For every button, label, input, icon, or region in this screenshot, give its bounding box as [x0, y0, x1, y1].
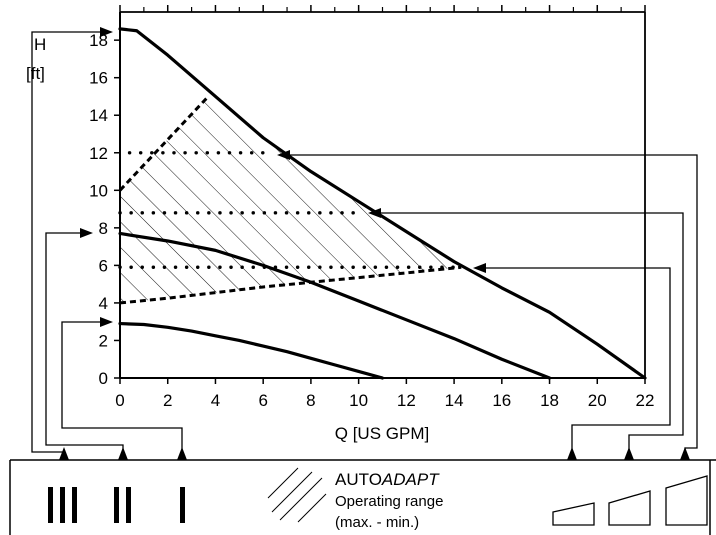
x-tick-label: 18 [540, 391, 559, 410]
y-tick-label: 14 [89, 106, 108, 125]
arrowhead-speed-iii [100, 27, 113, 37]
arrowhead-speed-ii [80, 228, 93, 238]
legend-arrow-iii [59, 447, 69, 460]
arrowhead-level-2 [368, 208, 381, 218]
legend-arrow-level-2 [624, 447, 634, 460]
y-tick-label: 18 [89, 31, 108, 50]
y-tick-label: 12 [89, 144, 108, 163]
legend-arrow-ii [118, 447, 128, 460]
connector-speed-i [61, 321, 183, 460]
legend-panel: AUTOADAPT Operating range (max. - min.) [9, 447, 716, 535]
y-tick-label: 8 [99, 219, 108, 238]
x-axis-title: Q [US GPM] [335, 424, 429, 443]
operating-range-label: Operating range [335, 493, 443, 510]
x-tick-label: 8 [306, 391, 315, 410]
x-tick-label: 2 [163, 391, 172, 410]
legend-arrow-level-3 [680, 447, 690, 460]
arrowhead-speed-i [100, 317, 113, 327]
y-axis-title-unit: [ft] [26, 64, 45, 83]
connector-speed-ii [45, 232, 124, 460]
operating-range-hatch [120, 96, 462, 303]
series-i [118, 321, 385, 380]
connector-level-1 [486, 267, 671, 460]
pressure-level-2-icon [608, 490, 651, 526]
speed-i-symbol [180, 487, 185, 523]
y-tick-label: 0 [99, 369, 108, 388]
max-min-label: (max. - min.) [335, 514, 419, 531]
x-tick-label: 12 [397, 391, 416, 410]
x-tick-label: 10 [349, 391, 368, 410]
connector-level-2 [381, 212, 684, 460]
y-tick-label: 10 [89, 181, 108, 200]
legend-arrow-level-1 [567, 447, 577, 460]
autoadapt-hatch-swatch [267, 467, 327, 523]
autoadapt-label: AUTOADAPT [335, 470, 440, 489]
x-tick-label: 22 [636, 391, 655, 410]
pump-curves [118, 27, 647, 380]
speed-ii-symbol [114, 487, 131, 523]
arrowhead-level-3 [277, 150, 290, 160]
pressure-level-3-icon [665, 475, 708, 526]
arrowhead-level-1 [473, 263, 486, 273]
x-tick-label: 14 [445, 391, 464, 410]
y-axis: 0 2 4 6 8 10 12 14 16 18 [89, 31, 120, 388]
x-axis: 0 2 4 6 8 10 12 14 16 18 20 22 [115, 378, 654, 410]
x-tick-label: 6 [258, 391, 267, 410]
legend-arrow-i [177, 447, 187, 460]
speed-iii-symbol [48, 487, 77, 523]
top-axis-ticks [119, 5, 646, 12]
y-axis-title-h: H [34, 35, 46, 54]
series-ii [118, 231, 552, 380]
series-iii [118, 27, 647, 380]
y-tick-label: 4 [99, 294, 108, 313]
x-tick-label: 16 [492, 391, 511, 410]
series-proportional-pressure-min [119, 265, 462, 305]
series-proportional-pressure-max [118, 95, 210, 192]
y-tick-label: 16 [89, 69, 108, 88]
x-tick-label: 0 [115, 391, 124, 410]
pressure-level-1-icon [552, 502, 595, 526]
connector-speed-iii [31, 31, 100, 460]
y-tick-label: 6 [99, 256, 108, 275]
x-tick-label: 20 [588, 391, 607, 410]
y-tick-label: 2 [99, 331, 108, 350]
x-tick-label: 4 [211, 391, 220, 410]
